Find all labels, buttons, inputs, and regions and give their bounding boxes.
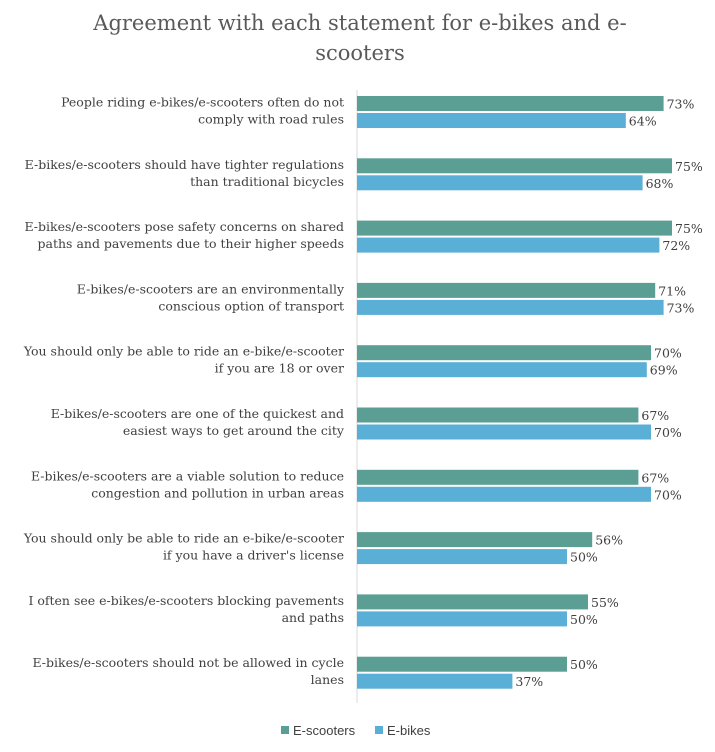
legend-label: E-scooters — [293, 723, 356, 738]
category-label: E-bikes/e-scooters are one of the quicke… — [51, 406, 345, 438]
value-label: 50% — [570, 550, 598, 565]
value-label: 70% — [654, 425, 682, 440]
category-label: I often see e-bikes/e-scooters blocking … — [28, 593, 344, 625]
bar-e-bikes — [357, 673, 513, 689]
bar-e-scooters — [357, 532, 593, 548]
category-label: E-bikes/e-scooters pose safety concerns … — [24, 219, 344, 251]
bar-e-bikes — [357, 175, 643, 191]
category-label: People riding e-bikes/e-scooters often d… — [61, 95, 344, 127]
value-label: 75% — [675, 159, 703, 174]
category-label: E-bikes/e-scooters are a viable solution… — [31, 468, 344, 500]
value-label: 68% — [646, 176, 674, 191]
value-label: 72% — [662, 238, 690, 253]
category-label: You should only be able to ride an e-bik… — [23, 531, 344, 563]
bar-e-bikes — [357, 299, 664, 315]
value-label: 50% — [570, 612, 598, 627]
bar-e-scooters — [357, 96, 664, 111]
category-label: E-bikes/e-scooters should not be allowed… — [32, 655, 344, 687]
value-label: 73% — [667, 300, 695, 315]
category-label: You should only be able to ride an e-bik… — [23, 344, 344, 376]
bar-e-scooters — [357, 345, 651, 361]
bar-e-bikes — [357, 424, 651, 440]
legend-label: E-bikes — [387, 723, 431, 738]
legend-swatch — [375, 726, 383, 734]
bar-e-scooters — [357, 469, 639, 485]
value-label: 56% — [595, 533, 623, 548]
bar-e-scooters — [357, 407, 639, 423]
chart-title: Agreement with each statement for e-bike… — [93, 11, 627, 65]
bar-e-scooters — [357, 594, 588, 610]
bar-e-bikes — [357, 486, 651, 502]
bar-e-scooters — [357, 656, 567, 672]
bar-e-bikes — [357, 362, 647, 378]
value-label: 55% — [591, 595, 619, 610]
legend-swatch — [281, 726, 289, 734]
value-label: 73% — [667, 97, 695, 112]
bar-e-scooters — [357, 282, 656, 298]
value-label: 67% — [641, 470, 669, 485]
bar-e-scooters — [357, 220, 672, 236]
bar-e-bikes — [357, 237, 660, 253]
category-label: E-bikes/e-scooters are an environmentall… — [77, 281, 345, 313]
value-label: 69% — [650, 363, 678, 378]
value-label: 37% — [515, 674, 543, 689]
bar-e-scooters — [357, 158, 672, 174]
value-label: 75% — [675, 221, 703, 236]
value-label: 70% — [654, 487, 682, 502]
value-label: 67% — [641, 408, 669, 423]
bar-e-bikes — [357, 549, 567, 565]
bar-e-bikes — [357, 113, 626, 128]
value-label: 71% — [658, 283, 686, 298]
value-label: 64% — [629, 114, 657, 129]
value-label: 70% — [654, 346, 682, 361]
category-label: E-bikes/e-scooters should have tighter r… — [25, 157, 344, 189]
bar-e-bikes — [357, 611, 567, 627]
value-label: 50% — [570, 657, 598, 672]
